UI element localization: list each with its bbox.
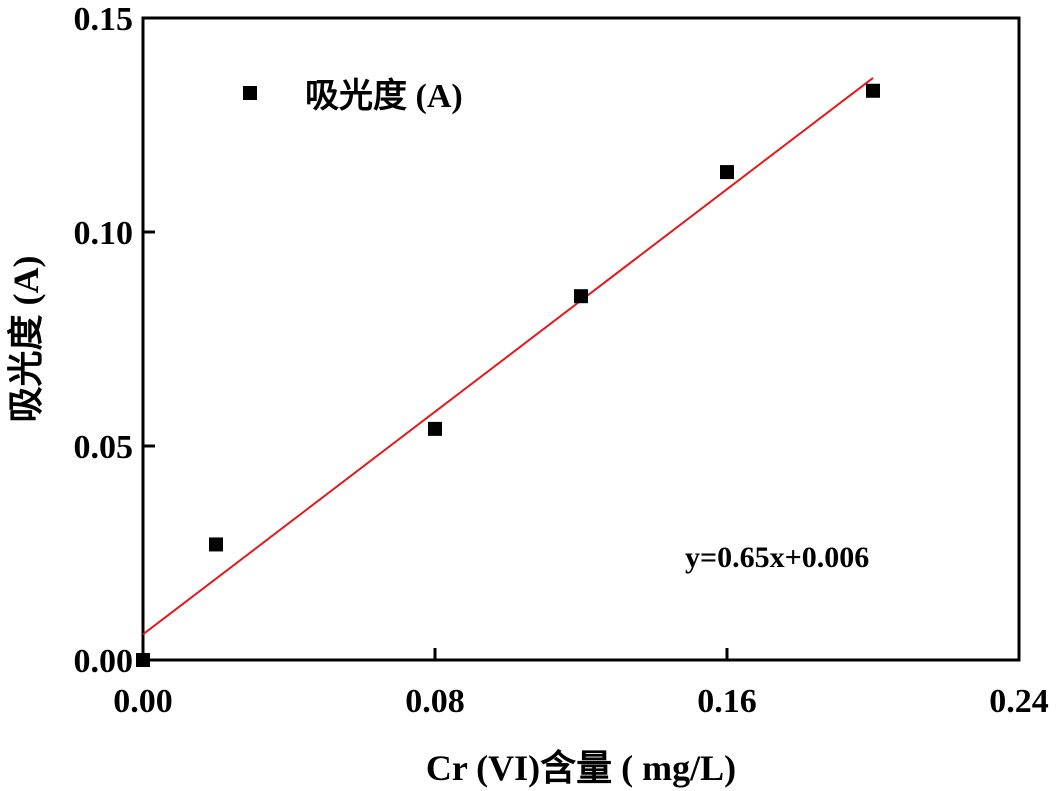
data-point — [428, 421, 442, 436]
y-tick-label: 0.05 — [74, 429, 134, 466]
x-tick-label: 0.24 — [989, 683, 1049, 720]
y-tick-label: 0.00 — [74, 643, 134, 680]
legend-label: 吸光度 (A) — [305, 77, 463, 115]
y-axis-title: 吸光度 (A) — [6, 256, 46, 423]
data-points — [136, 83, 880, 667]
fit-line — [142, 77, 874, 636]
data-point — [209, 537, 223, 552]
x-tick-label: 0.00 — [113, 683, 173, 720]
x-tick-label: 0.08 — [405, 683, 465, 720]
plot-frame — [141, 16, 1021, 662]
data-point — [574, 289, 588, 304]
legend: 吸光度 (A) — [243, 77, 463, 115]
fit-equation: y=0.65x+0.006 — [685, 541, 869, 574]
y-tick-label: 0.15 — [74, 1, 134, 38]
x-axis-title: Cr (VI)含量 ( mg/L) — [426, 748, 736, 788]
legend-marker — [243, 86, 257, 100]
data-point — [136, 653, 150, 667]
axis-ticks: 0.00 0.08 0.16 0.24 0.00 0.05 0.10 0.15 — [74, 1, 1049, 720]
data-point — [720, 165, 734, 180]
x-tick-label: 0.16 — [697, 683, 757, 720]
fit-line-group — [142, 77, 874, 636]
y-tick-label: 0.10 — [74, 215, 134, 252]
data-point — [866, 83, 880, 98]
